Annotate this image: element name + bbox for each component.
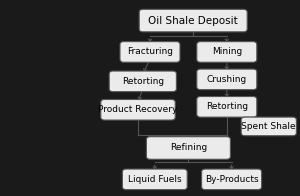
Text: Liquid Fuels: Liquid Fuels [128,175,182,184]
FancyBboxPatch shape [122,169,187,190]
FancyBboxPatch shape [197,69,257,90]
FancyBboxPatch shape [109,71,176,92]
Text: Retorting: Retorting [206,102,248,111]
FancyBboxPatch shape [197,42,257,62]
FancyBboxPatch shape [202,169,262,190]
Text: Refining: Refining [170,143,207,152]
FancyBboxPatch shape [120,42,180,62]
FancyBboxPatch shape [146,137,230,159]
FancyBboxPatch shape [197,96,257,117]
FancyBboxPatch shape [101,100,175,120]
Text: Mining: Mining [212,47,242,56]
Text: By-Products: By-Products [205,175,258,184]
Text: Retorting: Retorting [122,77,164,86]
Text: Fracturing: Fracturing [127,47,173,56]
Text: Product Recovery: Product Recovery [98,105,178,114]
Text: Oil Shale Deposit: Oil Shale Deposit [148,15,238,26]
FancyBboxPatch shape [139,9,247,32]
Text: Spent Shale: Spent Shale [242,122,296,131]
Text: Crushing: Crushing [207,75,247,84]
FancyBboxPatch shape [241,117,296,136]
